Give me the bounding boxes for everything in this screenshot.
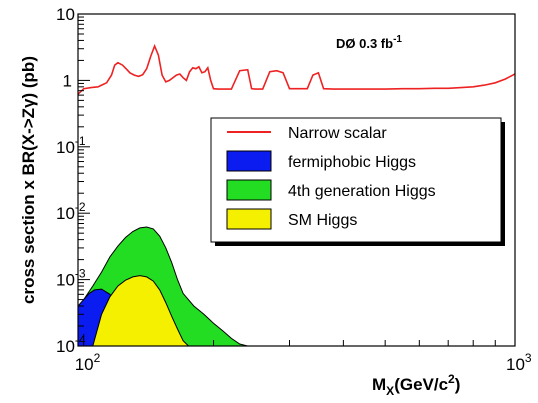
y-tick-label: 10-4 <box>56 333 86 356</box>
plot-frame <box>77 13 516 347</box>
y-tick-label: 10-3 <box>56 267 86 290</box>
x-tick-label: 102 <box>75 351 101 374</box>
y-tick-label: 10-2 <box>56 200 86 223</box>
x-axis-title: MX(GeV/c2) <box>372 372 460 398</box>
x-tick-label: 103 <box>506 351 532 374</box>
legend-label-4th-generation: 4th generation Higgs <box>288 183 436 200</box>
legend-swatch-sm-higgs <box>226 208 272 230</box>
legend-swatch-4th-generation <box>226 179 272 201</box>
y-axis-title: cross section x BR(X->Zγ) (pb) <box>19 56 38 304</box>
series-line-narrow-scalar <box>78 43 515 95</box>
legend-label-narrow-scalar: Narrow scalar <box>288 125 387 142</box>
legend-label-fermiphobic: fermiphobic Higgs <box>288 154 416 171</box>
y-tick-label: 1 <box>63 71 72 90</box>
luminosity-annotation: DØ 0.3 fb-1 <box>336 34 402 51</box>
legend-label-sm-higgs: SM Higgs <box>288 212 357 229</box>
y-tick-label: 10-1 <box>56 134 86 157</box>
legend: Narrow scalar fermiphobic Higgs 4th gene… <box>210 117 505 246</box>
y-tick-label: 10 <box>56 5 75 24</box>
series-area-sm-higgs <box>92 275 189 346</box>
legend-swatch-fermiphobic <box>226 150 272 172</box>
